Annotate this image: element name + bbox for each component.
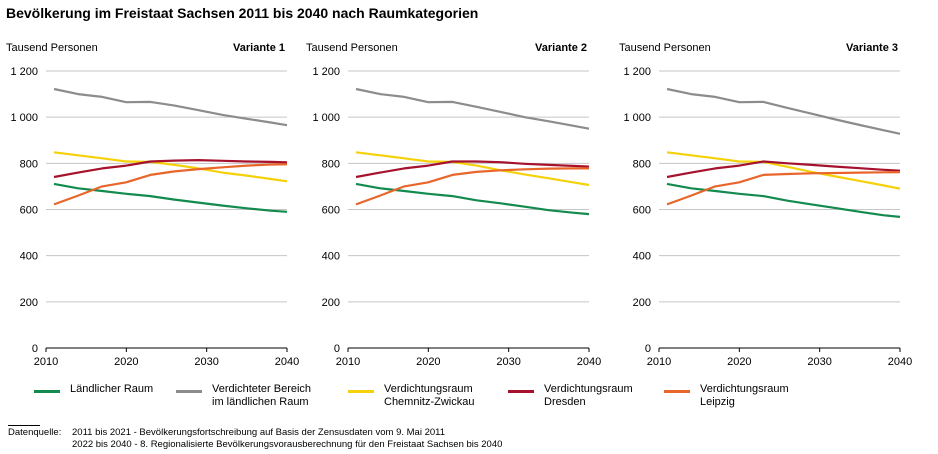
- y-tick-label: 600: [633, 205, 651, 217]
- series-line-verdichtet: [53, 87, 288, 127]
- chart-title: Bevölkerung im Freistaat Sachsen 2011 bi…: [6, 5, 479, 21]
- x-tick-label: 2030: [194, 356, 218, 368]
- y-tick-label: 200: [20, 297, 38, 309]
- y-tick-label: 1 200: [10, 66, 38, 78]
- y-tick-label: 1 200: [623, 66, 651, 78]
- series-line-laendlich: [53, 182, 288, 213]
- series-line-verdichtet: [666, 87, 901, 135]
- legend-label-2: Chemnitz-Zwickau: [384, 396, 475, 408]
- series-line-leipzig: [53, 163, 288, 206]
- y-tick-label: 1 000: [623, 112, 651, 124]
- series-line-dresden: [355, 160, 590, 179]
- y-tick-label: 600: [20, 205, 38, 217]
- source-line-2: 2022 bis 2040 - 8. Regionalisierte Bevöl…: [72, 439, 503, 450]
- legend: Ländlicher Raum Verdichteter Bereich im l…: [0, 383, 938, 419]
- y-tick-label: 400: [20, 251, 38, 263]
- y-tick-label: 600: [322, 205, 340, 217]
- y-tick-label: 0: [32, 343, 38, 355]
- series-line-leipzig: [355, 167, 589, 206]
- y-tick-label: 800: [322, 158, 340, 170]
- y-tick-label: 0: [334, 343, 340, 355]
- source-label: Datenquelle:: [8, 427, 62, 438]
- legend-label-2: Dresden: [544, 396, 586, 408]
- legend-swatch-chemnitz: [348, 390, 374, 393]
- legend-label-2: Leipzig: [700, 396, 735, 408]
- source-note: Datenquelle: 2011 bis 2021 - Bevölkerungs…: [8, 427, 502, 451]
- y-tick-label: 1 000: [10, 112, 38, 124]
- series-line-laendlich: [666, 182, 901, 218]
- x-tick-label: 2020: [416, 356, 440, 368]
- y-tick-label: 1 200: [312, 66, 340, 78]
- series-line-dresden: [53, 159, 288, 179]
- panel-title: Variante 1: [233, 42, 285, 54]
- y-tick-label: 800: [20, 158, 38, 170]
- x-tick-label: 2030: [807, 356, 831, 368]
- series-line-chemnitz: [666, 151, 901, 190]
- series-line-chemnitz: [355, 151, 590, 187]
- y-axis-label: Tausend Personen: [306, 42, 398, 54]
- y-tick-label: 400: [633, 251, 651, 263]
- x-tick-label: 2020: [114, 356, 138, 368]
- x-tick-label: 2010: [34, 356, 58, 368]
- series-line-chemnitz: [53, 151, 288, 183]
- legend-label: Verdichtungsraum: [700, 383, 789, 395]
- legend-label: Verdichteter Bereich: [212, 383, 312, 395]
- legend-label-2: im ländlichen Raum: [212, 396, 309, 408]
- x-tick-label: 2040: [275, 356, 299, 368]
- y-tick-label: 200: [322, 297, 340, 309]
- source-rule: [8, 425, 40, 426]
- panel-title: Variante 3: [846, 42, 898, 54]
- legend-swatch-laendlich: [34, 390, 60, 393]
- source-line-1: 2011 bis 2021 - Bevölkerungsfortschreibu…: [72, 427, 446, 438]
- y-tick-label: 400: [322, 251, 340, 263]
- legend-label: Ländlicher Raum: [70, 383, 154, 395]
- y-axis-label: Tausend Personen: [619, 42, 711, 54]
- x-tick-label: 2040: [577, 356, 601, 368]
- x-tick-label: 2020: [727, 356, 751, 368]
- series-line-dresden: [666, 160, 901, 179]
- legend-label: Verdichtungsraum: [384, 383, 473, 395]
- x-tick-label: 2040: [888, 356, 912, 368]
- x-tick-label: 2010: [647, 356, 671, 368]
- charts-area: Tausend Personen Variante 1 0 200 400 600 800 1…: [6, 42, 912, 368]
- legend-swatch-dresden: [508, 390, 534, 393]
- legend-swatch-leipzig: [664, 390, 690, 393]
- y-tick-label: 800: [633, 158, 651, 170]
- legend-swatch-verdichtet: [176, 390, 202, 393]
- panel-title: Variante 2: [535, 42, 587, 54]
- legend-label: Verdichtungsraum: [544, 383, 633, 395]
- series-line-leipzig: [666, 171, 901, 206]
- x-tick-label: 2030: [496, 356, 520, 368]
- y-tick-label: 1 000: [312, 112, 340, 124]
- series-line-verdichtet: [355, 87, 590, 130]
- y-tick-label: 200: [633, 297, 651, 309]
- y-tick-label: 0: [645, 343, 651, 355]
- x-tick-label: 2010: [336, 356, 360, 368]
- y-axis-label: Tausend Personen: [6, 42, 98, 54]
